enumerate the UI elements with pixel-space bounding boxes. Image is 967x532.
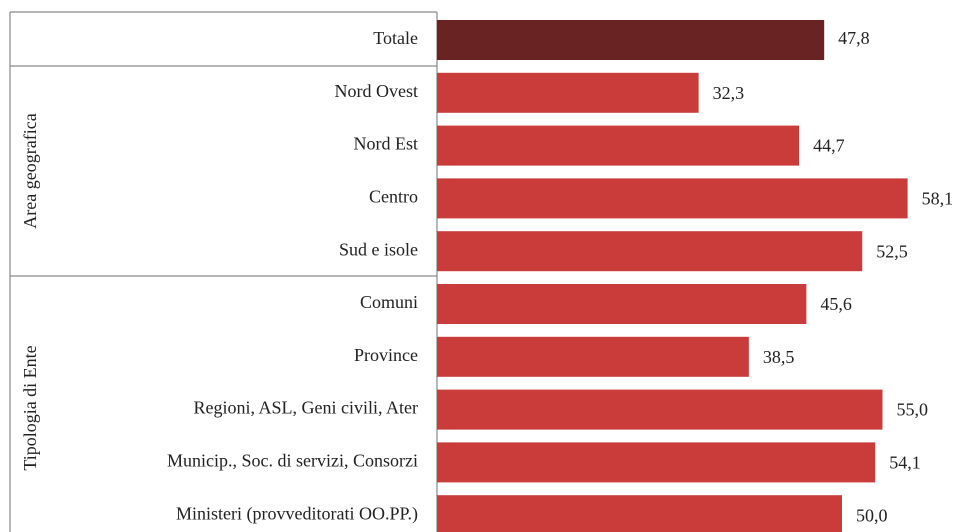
category-label: Nord Est [354, 134, 419, 154]
category-label: Totale [373, 28, 418, 48]
bar [437, 20, 825, 60]
bar [437, 125, 800, 166]
bar [437, 178, 908, 219]
category-label: Centro [369, 187, 418, 207]
value-label: 38,5 [763, 347, 795, 367]
category-label: Nord Ovest [335, 81, 419, 101]
value-label: 55,0 [897, 400, 929, 420]
value-label: 52,5 [876, 241, 908, 261]
bar [437, 495, 842, 532]
bar [437, 389, 883, 430]
bar [437, 336, 749, 377]
group-label: Area geografica [20, 113, 40, 228]
category-label: Regioni, ASL, Geni civili, Ater [194, 398, 418, 418]
value-label: 54,1 [889, 453, 921, 473]
value-label: 45,6 [820, 294, 852, 314]
value-label: 32,3 [713, 83, 745, 103]
category-label: Ministeri (provveditorati OO.PP.) [176, 503, 418, 524]
category-label: Province [354, 345, 418, 365]
bar [437, 284, 807, 324]
bar [437, 72, 699, 113]
group-label: Tipologia di Ente [20, 345, 40, 470]
category-label: Sud e isole [339, 239, 418, 259]
value-label: 47,8 [838, 28, 870, 48]
bar [437, 442, 876, 483]
value-label: 50,0 [856, 505, 888, 525]
value-label: 44,7 [813, 136, 845, 156]
value-label: 58,1 [922, 189, 954, 209]
category-label: Comuni [360, 292, 418, 312]
bar [437, 231, 863, 272]
category-label: Municip., Soc. di servizi, Consorzi [167, 451, 418, 471]
